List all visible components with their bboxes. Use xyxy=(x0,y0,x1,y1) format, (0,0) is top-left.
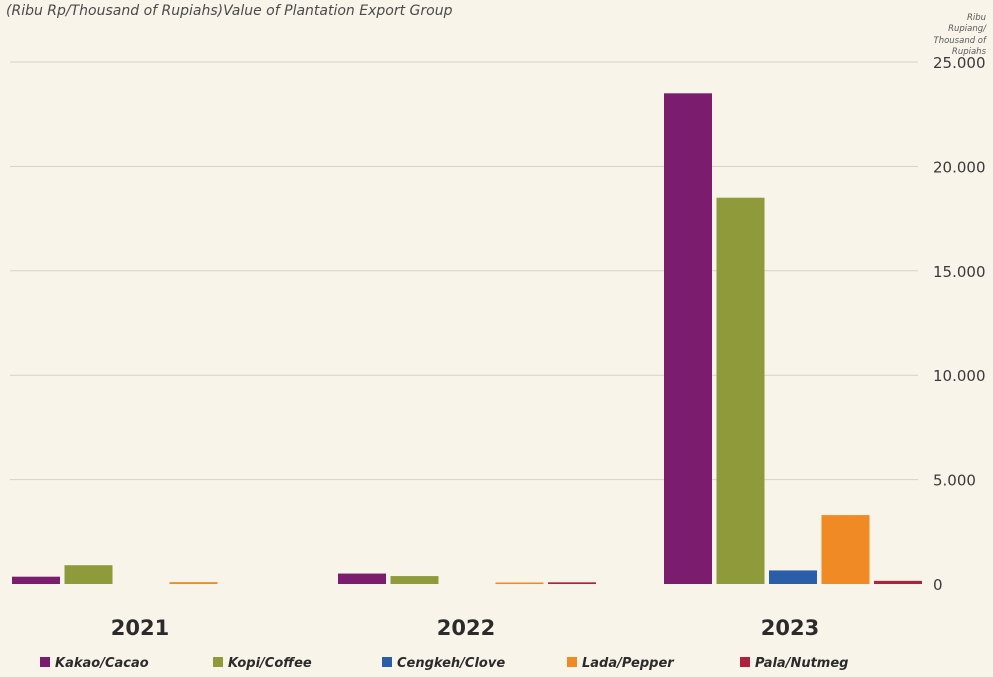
y-tick-label: 15.000 xyxy=(933,263,986,281)
bars xyxy=(12,93,922,584)
legend-label: Kopi/Coffee xyxy=(228,656,312,671)
y-tick-label: 25.000 xyxy=(933,54,986,72)
bar-cacao-2022 xyxy=(338,573,386,584)
bar-pepper-2021 xyxy=(169,582,218,584)
y-unit-line: Rupiahs xyxy=(952,47,987,57)
y-axis-ticks: 0 5.000 10.000 15.000 20.000 25.000 xyxy=(933,54,986,594)
grid-lines xyxy=(10,61,918,481)
y-unit-line: Ribu xyxy=(967,13,986,23)
y-unit-line: Rupiang/ xyxy=(948,24,987,34)
legend-swatch xyxy=(567,657,577,667)
bar-pepper-2022 xyxy=(495,582,544,584)
bar-cacao-2023 xyxy=(664,93,712,584)
y-tick-label: 5.000 xyxy=(933,472,976,490)
legend-swatch xyxy=(213,657,223,667)
bar-cacao-2021 xyxy=(12,576,60,584)
x-category-label: 2021 xyxy=(111,616,169,640)
legend-label: Cengkeh/Clove xyxy=(397,656,505,671)
y-tick-label: 10.000 xyxy=(933,367,986,385)
bar-clove-2023 xyxy=(769,570,817,584)
bar-coffee-2023 xyxy=(716,197,765,584)
y-tick-label: 20.000 xyxy=(933,158,986,176)
legend-label: Lada/Pepper xyxy=(582,656,675,671)
legend-label: Pala/Nutmeg xyxy=(755,656,848,671)
x-axis-categories: 2021 2022 2023 xyxy=(111,616,819,640)
legend-swatch xyxy=(382,657,392,667)
bar-nutmeg-2022 xyxy=(548,582,596,584)
bar-coffee-2022 xyxy=(390,576,439,584)
legend-label: Kakao/Cacao xyxy=(55,656,149,671)
y-tick-label: 0 xyxy=(933,576,943,594)
x-category-label: 2022 xyxy=(437,616,495,640)
bar-coffee-2021 xyxy=(64,565,113,584)
legend-swatch xyxy=(40,657,50,667)
x-category-label: 2023 xyxy=(761,616,819,640)
bar-nutmeg-2023 xyxy=(874,580,922,584)
chart-caption: (Ribu Rp/Thousand of Rupiahs)Value of Pl… xyxy=(6,3,453,19)
legend: Kakao/Cacao Kopi/Coffee Cengkeh/Clove Lada/… xyxy=(40,656,848,671)
legend-swatch xyxy=(740,657,750,667)
bar-pepper-2023 xyxy=(821,515,870,584)
y-unit-line: Thousand of xyxy=(934,36,988,46)
